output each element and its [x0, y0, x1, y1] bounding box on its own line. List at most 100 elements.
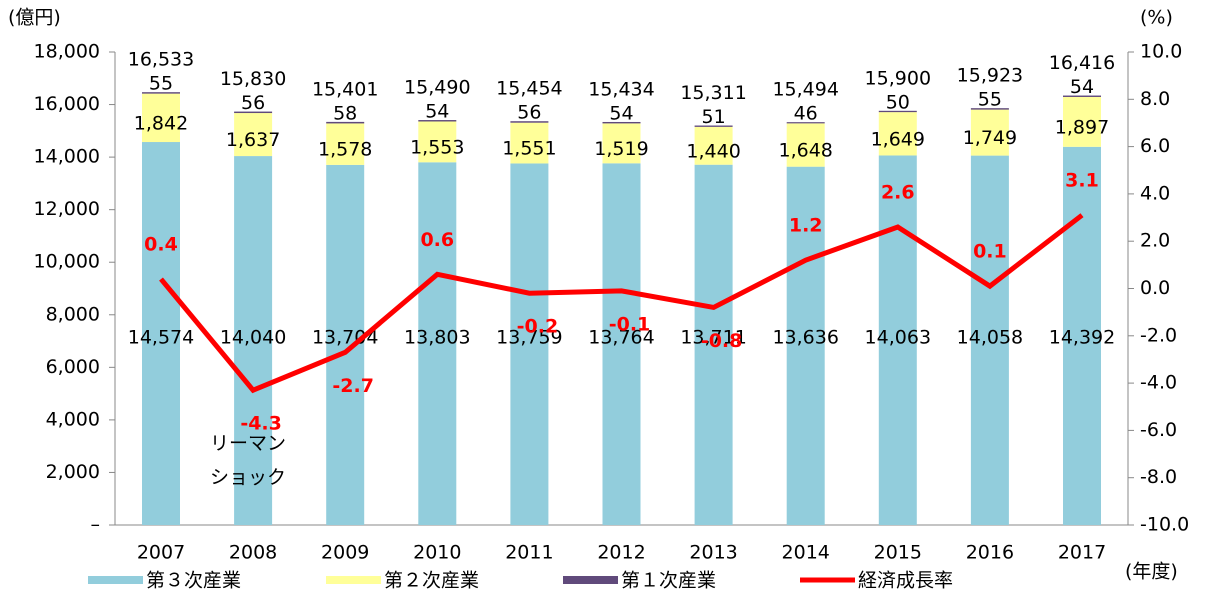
data-label: 14,063: [865, 327, 931, 349]
bar-segment: [970, 109, 1009, 156]
total-label: 15,900: [865, 67, 931, 89]
y-tick-label: 6,000: [46, 356, 100, 378]
line-label: 1.2: [789, 215, 823, 237]
y-tick-label: –: [91, 514, 101, 536]
bar-segment: [878, 155, 917, 525]
x-tick-label: 2010: [413, 542, 461, 564]
y-tick-label: 10,000: [34, 251, 100, 273]
y2-tick-label: 2.0: [1140, 230, 1170, 252]
data-label: 13,764: [588, 327, 654, 349]
data-label: 54: [609, 102, 633, 124]
bar-segment: [694, 126, 733, 165]
bar-segment: [786, 166, 825, 526]
total-label: 15,923: [957, 65, 1023, 87]
legend-swatch: [88, 576, 143, 584]
legend-label: 経済成長率: [858, 570, 953, 592]
data-label: 13,636: [772, 327, 838, 349]
data-label: 55: [149, 73, 173, 95]
bar-segment: [142, 142, 180, 526]
y2-tick-label: 0.0: [1140, 277, 1170, 299]
legend-label: 第１次産業: [621, 570, 716, 592]
bar-segment: [142, 93, 180, 143]
bar-segment: [1063, 146, 1101, 525]
bar-segment: [510, 121, 549, 123]
x-tick-label: 2013: [689, 542, 737, 564]
bar-segment: [878, 110, 917, 113]
x-tick-label: 2009: [321, 542, 369, 564]
bar-segment: [602, 121, 641, 124]
data-label: 1,553: [410, 136, 464, 158]
y2-tick-label: 10.0: [1140, 41, 1182, 63]
line-label: 3.1: [1065, 170, 1099, 192]
line-label: -2.7: [332, 375, 374, 397]
legend-label: 第３次産業: [146, 570, 241, 592]
data-label: 1,649: [871, 128, 925, 150]
growth-line: [159, 213, 1084, 394]
data-label: 56: [241, 92, 265, 114]
y-tick-label: 18,000: [34, 41, 100, 63]
bar-segment: [970, 108, 1009, 110]
bar-segment: [418, 120, 457, 122]
data-label: 1,897: [1055, 116, 1109, 138]
y2-tick-label: -6.0: [1140, 419, 1177, 441]
annotation: ショック: [210, 467, 286, 489]
legend-swatch: [563, 576, 618, 584]
total-label: 15,830: [220, 68, 286, 90]
data-label: 1,842: [134, 112, 188, 134]
legend-label: 第２次産業: [384, 570, 479, 592]
y2-tick-label: -8.0: [1140, 466, 1177, 488]
line-label: -0.8: [701, 330, 743, 352]
bar-segment: [326, 164, 365, 525]
data-label: 56: [517, 102, 541, 124]
y2-tick-label: 6.0: [1140, 135, 1170, 157]
total-label: 16,416: [1049, 52, 1115, 74]
bar-segment: [786, 122, 825, 124]
total-label: 16,533: [128, 49, 194, 71]
bar-segment: [510, 163, 549, 525]
x-tick-label: 2008: [229, 542, 277, 564]
y-axis-label: (億円): [8, 7, 61, 29]
bar-segment: [878, 112, 917, 156]
total-label: 15,494: [772, 79, 838, 101]
y2-tick-label: -10.0: [1140, 514, 1189, 536]
total-label: 15,311: [680, 82, 746, 104]
bar-segment: [234, 156, 273, 525]
x-tick-label: 2011: [505, 542, 553, 564]
x-tick-label: 2017: [1058, 542, 1106, 564]
x-tick-label: 2014: [782, 542, 830, 564]
data-label: 54: [1070, 76, 1094, 98]
total-label: 15,434: [588, 78, 654, 100]
data-label: 13,711: [680, 327, 746, 349]
y2-axis-label: (%): [1140, 7, 1173, 29]
data-label: 14,058: [957, 327, 1023, 349]
y2-tick-label: 4.0: [1140, 182, 1170, 204]
bar-segment: [510, 122, 549, 164]
x-tick-label: 2012: [597, 542, 645, 564]
legend-swatch: [326, 576, 381, 584]
data-label: 55: [978, 89, 1002, 111]
bar-segment: [602, 123, 641, 164]
y-tick-label: 12,000: [34, 198, 100, 220]
bar-segment: [1063, 95, 1101, 97]
line-label: 0.1: [973, 241, 1007, 263]
y-tick-label: 14,000: [34, 146, 100, 168]
x-axis-label: (年度): [1125, 561, 1178, 583]
line-label: 0.4: [144, 234, 178, 256]
bar-segment: [602, 163, 641, 525]
bar-segment: [418, 121, 457, 163]
bar-segment: [694, 125, 733, 127]
x-tick-label: 2016: [966, 542, 1014, 564]
total-label: 15,401: [312, 78, 378, 100]
data-label: 54: [425, 101, 449, 123]
line-label: -4.3: [240, 413, 282, 435]
bar-segment: [418, 162, 457, 525]
y-tick-label: 16,000: [34, 93, 100, 115]
data-label: 51: [702, 106, 726, 128]
line-label: -0.2: [517, 316, 559, 338]
data-label: 1,551: [502, 138, 556, 160]
line-label: 2.6: [881, 182, 915, 204]
bar-segment: [786, 123, 825, 167]
x-tick-label: 2007: [137, 542, 185, 564]
total-label: 15,454: [496, 78, 562, 100]
